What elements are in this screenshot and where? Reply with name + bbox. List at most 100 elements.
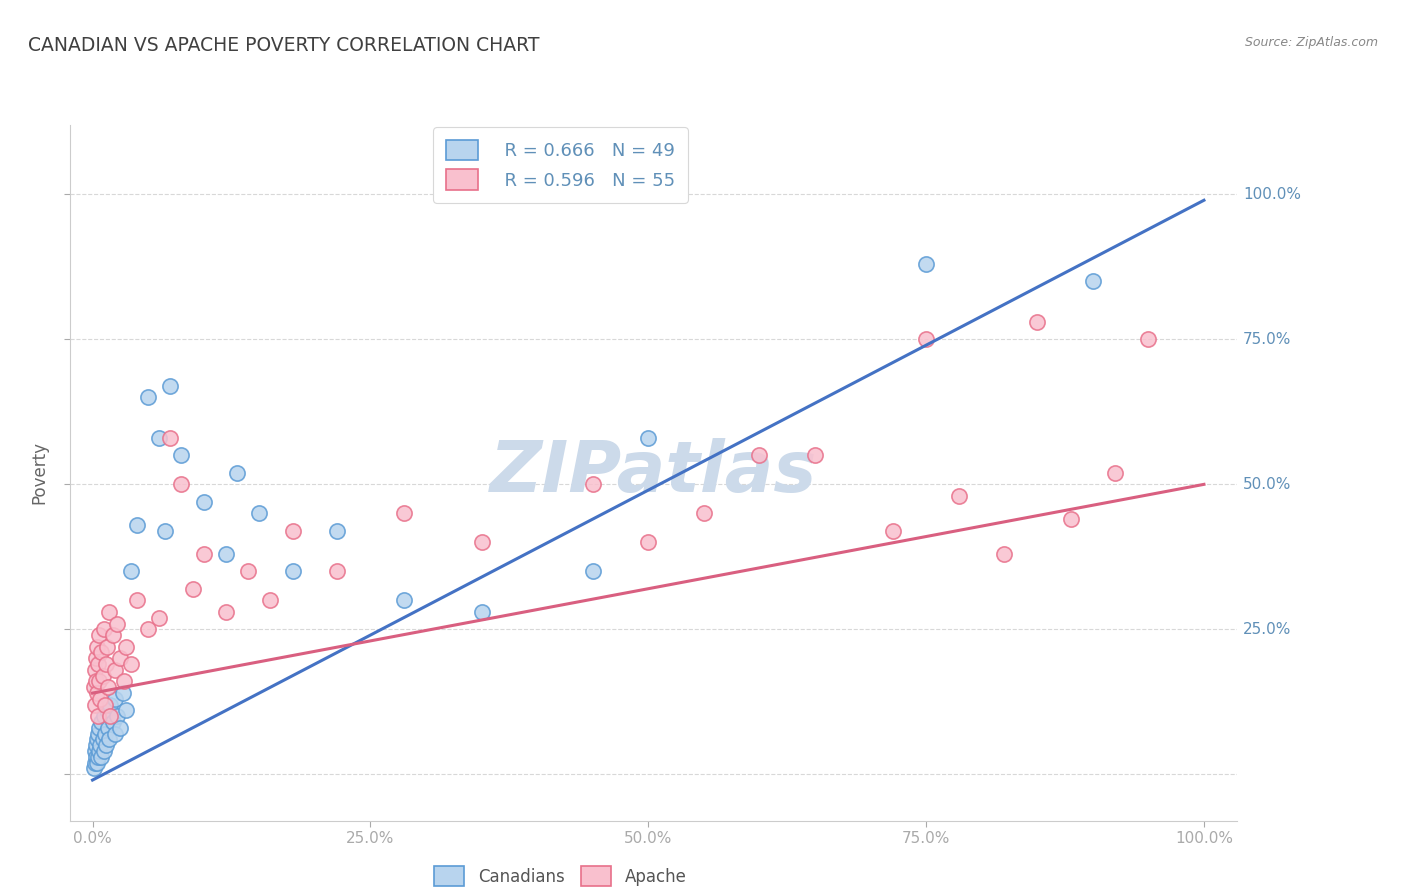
- Point: [748, 448, 770, 462]
- Y-axis label: Poverty: Poverty: [31, 442, 49, 504]
- Point: [91, 669, 114, 683]
- Point: [87, 749, 110, 764]
- Point: [148, 431, 170, 445]
- Point: [90, 749, 112, 764]
- Point: [91, 732, 114, 747]
- Point: [86, 686, 108, 700]
- Point: [94, 657, 117, 671]
- Point: [281, 524, 304, 538]
- Point: [93, 709, 115, 723]
- Point: [101, 715, 124, 730]
- Point: [326, 565, 349, 579]
- Point: [181, 582, 204, 596]
- Point: [1137, 333, 1160, 347]
- Point: [105, 709, 128, 723]
- Point: [83, 756, 105, 770]
- Point: [90, 646, 112, 660]
- Point: [125, 593, 148, 607]
- Point: [86, 756, 108, 770]
- Legend: Canadians, Apache: Canadians, Apache: [427, 860, 693, 892]
- Point: [470, 535, 492, 549]
- Point: [281, 565, 304, 579]
- Point: [97, 680, 120, 694]
- Point: [89, 721, 111, 735]
- Point: [392, 507, 415, 521]
- Point: [110, 721, 132, 735]
- Point: [125, 517, 148, 532]
- Point: [101, 628, 124, 642]
- Point: [226, 466, 249, 480]
- Point: [94, 739, 117, 753]
- Point: [148, 611, 170, 625]
- Point: [993, 547, 1015, 561]
- Point: [112, 674, 135, 689]
- Point: [693, 507, 716, 521]
- Point: [89, 628, 111, 642]
- Point: [637, 535, 659, 549]
- Point: [98, 605, 121, 619]
- Point: [637, 431, 659, 445]
- Point: [104, 692, 127, 706]
- Point: [1026, 315, 1049, 329]
- Point: [470, 605, 492, 619]
- Point: [96, 640, 118, 654]
- Point: [193, 494, 215, 508]
- Text: CANADIAN VS APACHE POVERTY CORRELATION CHART: CANADIAN VS APACHE POVERTY CORRELATION C…: [28, 36, 540, 54]
- Point: [582, 565, 605, 579]
- Point: [1059, 512, 1081, 526]
- Point: [83, 698, 105, 712]
- Point: [120, 657, 142, 671]
- Point: [215, 547, 238, 561]
- Point: [89, 692, 111, 706]
- Point: [84, 674, 107, 689]
- Point: [94, 698, 117, 712]
- Point: [170, 477, 193, 491]
- Point: [159, 378, 181, 392]
- Point: [86, 640, 108, 654]
- Point: [159, 431, 181, 445]
- Point: [582, 477, 605, 491]
- Point: [193, 547, 215, 561]
- Point: [236, 565, 259, 579]
- Point: [326, 524, 349, 538]
- Point: [89, 744, 111, 758]
- Point: [84, 739, 107, 753]
- Point: [83, 663, 105, 677]
- Text: 50.0%: 50.0%: [1243, 477, 1291, 491]
- Point: [915, 257, 938, 271]
- Point: [93, 744, 115, 758]
- Point: [215, 605, 238, 619]
- Point: [915, 333, 938, 347]
- Point: [90, 715, 112, 730]
- Point: [104, 663, 127, 677]
- Point: [83, 761, 105, 775]
- Point: [84, 749, 107, 764]
- Point: [98, 709, 121, 723]
- Text: 100.0%: 100.0%: [1243, 187, 1301, 202]
- Point: [120, 565, 142, 579]
- Point: [247, 507, 270, 521]
- Point: [96, 703, 118, 717]
- Text: 25.0%: 25.0%: [1243, 622, 1291, 637]
- Point: [93, 623, 115, 637]
- Point: [87, 657, 110, 671]
- Point: [948, 489, 970, 503]
- Point: [105, 616, 128, 631]
- Point: [94, 726, 117, 740]
- Point: [84, 651, 107, 665]
- Point: [115, 640, 138, 654]
- Point: [98, 732, 121, 747]
- Point: [98, 698, 121, 712]
- Point: [97, 721, 120, 735]
- Point: [110, 651, 132, 665]
- Point: [86, 732, 108, 747]
- Point: [104, 726, 127, 740]
- Point: [136, 391, 159, 405]
- Point: [87, 726, 110, 740]
- Point: [115, 703, 138, 717]
- Point: [392, 593, 415, 607]
- Point: [83, 744, 105, 758]
- Point: [153, 524, 176, 538]
- Text: Source: ZipAtlas.com: Source: ZipAtlas.com: [1244, 36, 1378, 49]
- Point: [259, 593, 281, 607]
